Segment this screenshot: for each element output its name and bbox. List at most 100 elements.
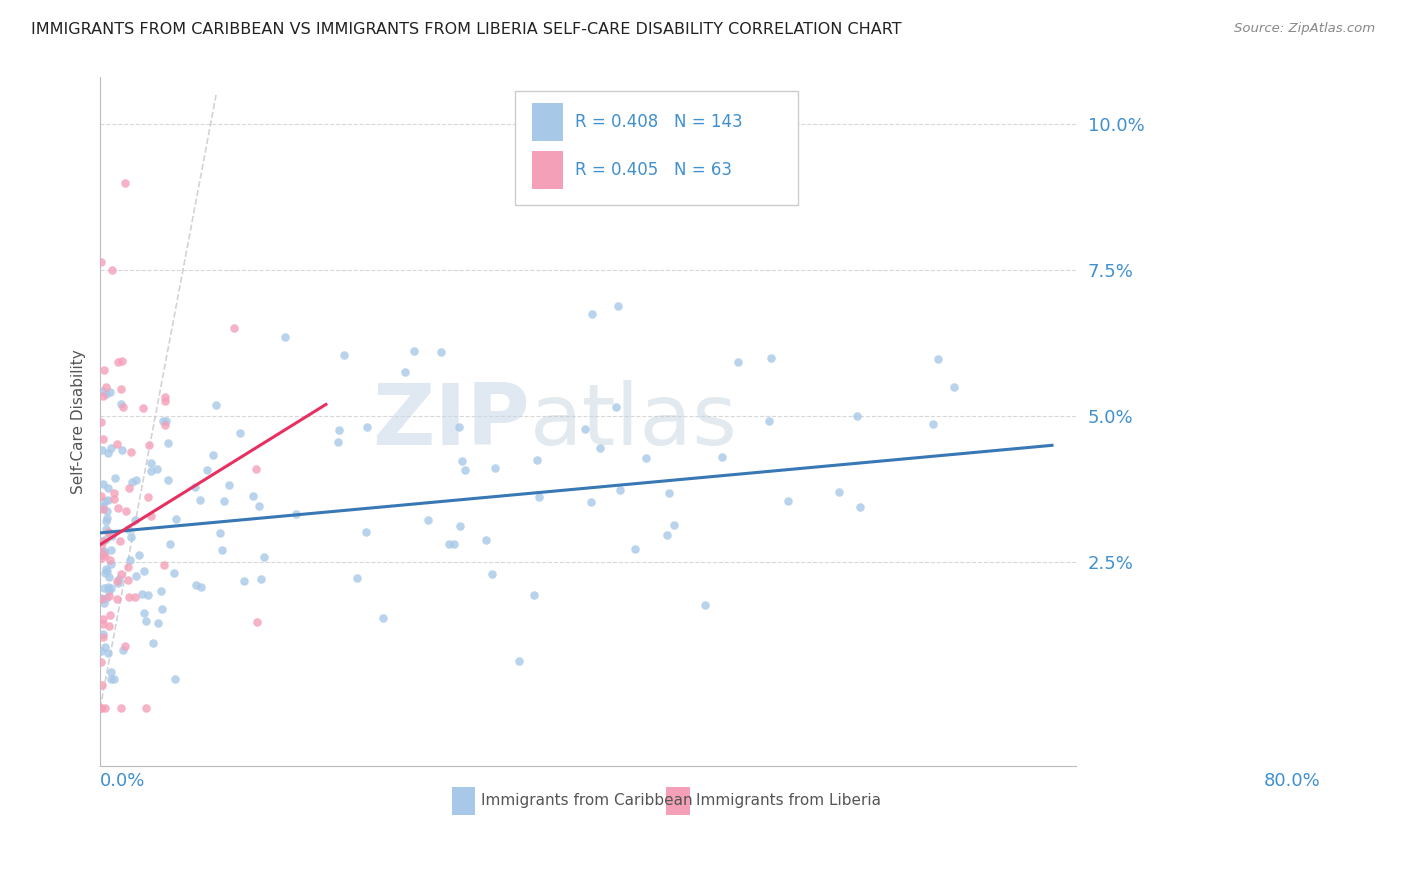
Point bbox=[100, 665, 122, 680]
Text: Immigrants from Liberia: Immigrants from Liberia bbox=[696, 793, 880, 808]
Point bbox=[163, 566, 186, 580]
Point bbox=[430, 345, 453, 359]
Point bbox=[245, 462, 267, 476]
Text: 0.0%: 0.0% bbox=[100, 772, 145, 790]
Point bbox=[94, 522, 117, 536]
Point bbox=[195, 463, 218, 477]
Point bbox=[90, 655, 112, 669]
Point bbox=[90, 254, 112, 268]
Point bbox=[218, 477, 240, 491]
Point bbox=[124, 569, 146, 583]
Point bbox=[97, 492, 120, 507]
Point bbox=[450, 454, 472, 468]
Point bbox=[778, 494, 800, 508]
Point bbox=[110, 382, 132, 396]
Point bbox=[155, 414, 177, 428]
Point bbox=[711, 450, 734, 464]
Point bbox=[112, 642, 135, 657]
Point bbox=[845, 409, 868, 424]
Point bbox=[96, 532, 118, 546]
Point bbox=[128, 548, 150, 562]
Point bbox=[90, 551, 112, 566]
Point bbox=[96, 387, 118, 401]
Point bbox=[107, 355, 129, 369]
Point bbox=[94, 562, 117, 576]
Point bbox=[125, 473, 148, 487]
Point bbox=[529, 490, 551, 504]
Point bbox=[328, 423, 350, 437]
Point bbox=[136, 490, 159, 504]
Point bbox=[103, 492, 125, 507]
Point bbox=[98, 608, 121, 623]
Point bbox=[98, 525, 121, 540]
Point bbox=[91, 533, 114, 548]
Point bbox=[165, 672, 187, 686]
Point bbox=[211, 543, 233, 558]
Bar bbox=[531, 151, 562, 188]
Point bbox=[91, 627, 114, 641]
Point bbox=[104, 471, 127, 485]
Point bbox=[758, 415, 780, 429]
Point bbox=[333, 348, 356, 362]
Point bbox=[589, 441, 612, 455]
Text: Immigrants from Caribbean: Immigrants from Caribbean bbox=[481, 793, 693, 808]
Point bbox=[124, 513, 146, 527]
Point bbox=[91, 384, 114, 399]
Point bbox=[94, 591, 117, 605]
Point bbox=[212, 494, 235, 508]
Point bbox=[636, 450, 658, 465]
Text: R = 0.405   N = 63: R = 0.405 N = 63 bbox=[575, 161, 731, 178]
Point bbox=[111, 354, 134, 368]
Point bbox=[447, 420, 470, 434]
Point bbox=[103, 672, 125, 686]
Point bbox=[93, 549, 115, 563]
Point bbox=[152, 414, 174, 428]
Point bbox=[90, 591, 112, 606]
Point bbox=[98, 385, 121, 400]
Point bbox=[96, 380, 118, 394]
Point bbox=[91, 612, 114, 626]
Point bbox=[402, 343, 425, 358]
Bar bbox=[531, 103, 562, 141]
Point bbox=[91, 499, 114, 513]
Point bbox=[159, 537, 181, 551]
Point bbox=[131, 401, 153, 415]
Point bbox=[346, 571, 368, 585]
Point bbox=[91, 389, 114, 403]
Point bbox=[108, 572, 131, 586]
Point bbox=[139, 456, 162, 470]
Point bbox=[98, 589, 121, 603]
Point bbox=[90, 701, 112, 715]
Point bbox=[142, 635, 165, 649]
Point bbox=[655, 528, 678, 542]
Bar bbox=[451, 787, 475, 814]
Point bbox=[188, 492, 211, 507]
Point bbox=[443, 537, 465, 551]
Point bbox=[581, 307, 603, 321]
Point bbox=[416, 513, 439, 527]
Point bbox=[146, 461, 169, 475]
Point bbox=[761, 351, 783, 365]
Point bbox=[138, 588, 160, 602]
Point bbox=[184, 480, 207, 494]
Point bbox=[153, 390, 176, 404]
Point bbox=[209, 525, 232, 540]
Point bbox=[139, 464, 162, 478]
Point bbox=[111, 443, 134, 458]
Point bbox=[605, 401, 627, 415]
Point bbox=[105, 574, 128, 588]
Point bbox=[124, 591, 146, 605]
Point bbox=[100, 442, 122, 456]
Point bbox=[93, 640, 115, 654]
Point bbox=[152, 558, 174, 572]
Bar bbox=[666, 787, 690, 814]
Point bbox=[100, 542, 122, 557]
Point bbox=[101, 263, 124, 277]
Point bbox=[91, 630, 114, 644]
Point bbox=[118, 590, 141, 604]
Point bbox=[91, 476, 114, 491]
Point bbox=[273, 330, 295, 344]
Point bbox=[242, 489, 264, 503]
Point bbox=[579, 494, 602, 508]
Point bbox=[97, 481, 120, 495]
